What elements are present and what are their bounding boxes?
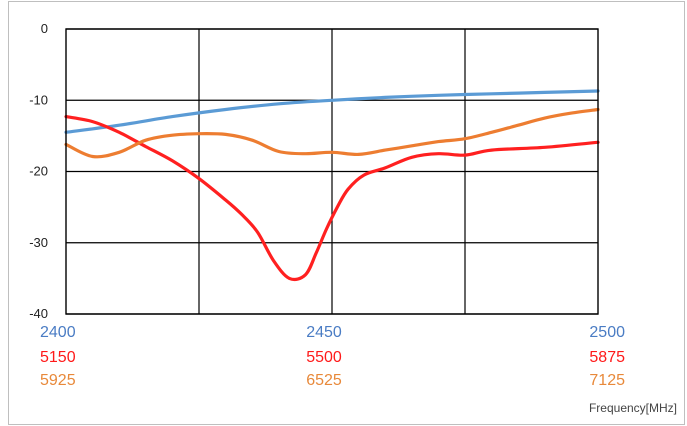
- x-tick-label: 2500: [589, 324, 625, 341]
- x-axis-label: Frequency[MHz]: [589, 401, 677, 415]
- x-tick-label: 6525: [306, 372, 342, 389]
- x-tick-label: 5875: [589, 349, 625, 366]
- x-tick-label: 2400: [40, 324, 76, 341]
- series-line-1: [64, 115, 600, 282]
- x-tick-label: 5150: [40, 349, 76, 366]
- plot-area-border: [65, 28, 599, 315]
- outer-border: [8, 1, 685, 425]
- y-tick-label: 0: [41, 21, 48, 36]
- y-tick-label: -10: [29, 92, 48, 107]
- series-lines: [64, 89, 600, 282]
- x-tick-labels: 2400 2450 2500 5150 5500 5875 5925 6525 7125: [40, 324, 625, 389]
- x-tick-label: 5500: [306, 349, 342, 366]
- x-tick-label: 2450: [306, 324, 342, 341]
- plot-frame: [65, 28, 599, 315]
- x-tick-label: 5925: [40, 372, 76, 389]
- series-line-2: [64, 107, 600, 159]
- y-tick-label: -30: [29, 235, 48, 250]
- y-tick-label: -40: [29, 306, 48, 321]
- x-tick-label: 7125: [589, 372, 625, 389]
- series-line-0: [64, 89, 600, 134]
- y-tick-label: -20: [29, 164, 48, 179]
- y-tick-labels: 0 -10 -20 -30 -40: [29, 21, 48, 321]
